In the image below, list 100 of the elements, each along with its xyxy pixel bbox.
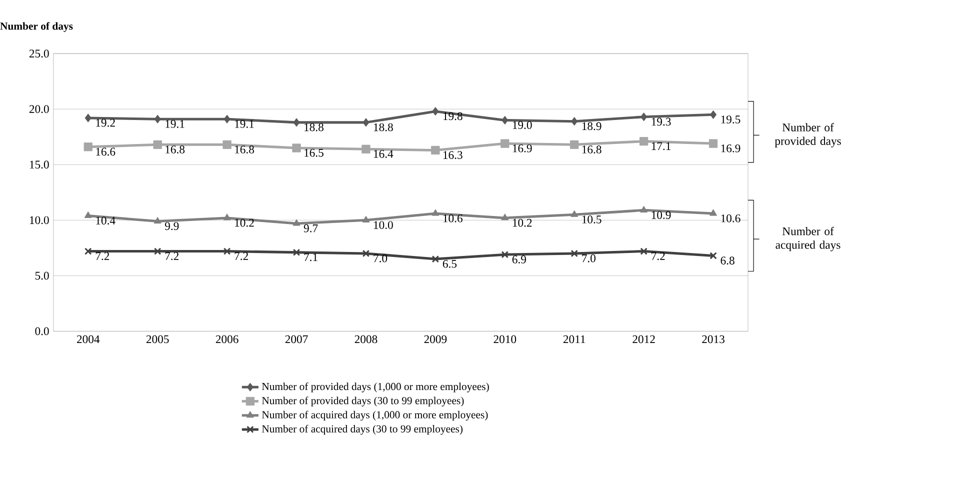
point <box>432 107 439 116</box>
point <box>362 118 370 127</box>
data-label: 18.8 <box>304 123 324 132</box>
legend-label: Number of acquired days (1,000 or more employees) <box>262 410 488 421</box>
data-label: 6.9 <box>512 256 526 264</box>
x-tick-label: 2010 <box>494 335 516 344</box>
point <box>222 140 232 149</box>
data-label: 6.5 <box>442 260 457 268</box>
x-tick-label: 2009 <box>424 335 447 344</box>
data-label: 7.0 <box>374 254 388 262</box>
point <box>293 118 300 127</box>
text: Number of provided days <box>774 123 841 148</box>
point <box>570 250 578 258</box>
data-label: 16.8 <box>166 146 185 154</box>
data-label: 16.5 <box>304 148 324 157</box>
x-tick-label: 2005 <box>146 335 169 344</box>
point <box>570 140 579 149</box>
data-label: 18.8 <box>374 123 393 132</box>
point <box>292 144 301 152</box>
point <box>431 146 440 155</box>
point <box>362 216 370 222</box>
x-tick-label: 2006 <box>216 335 238 344</box>
data-label: 16.3 <box>443 151 462 160</box>
data-label: 7.2 <box>96 252 110 260</box>
point <box>640 206 648 212</box>
point <box>84 114 92 122</box>
data-label: 10.5 <box>582 216 602 224</box>
point <box>154 248 162 255</box>
data-label: 16.4 <box>374 150 394 158</box>
point <box>292 248 300 256</box>
point <box>84 142 92 152</box>
point <box>362 144 370 154</box>
data-label: 16.6 <box>96 148 116 156</box>
point <box>153 140 162 149</box>
data-label: 9.7 <box>304 224 318 232</box>
data-label: 7.1 <box>304 253 318 262</box>
legend-label: Number of acquired days (30 to 99 employees) <box>262 424 463 435</box>
legend-label: Number of provided days (30 to 99 employees) <box>262 396 464 406</box>
data-label: 19.1 <box>166 120 184 128</box>
y-axis-title: Number of days <box>0 22 73 32</box>
point <box>500 139 510 148</box>
data-label: 16.9 <box>512 144 532 152</box>
point <box>710 209 718 216</box>
data-label: 6.8 <box>720 256 734 265</box>
data-label: 7.2 <box>652 252 665 260</box>
point <box>224 114 230 124</box>
y-tick-label: 5.0 <box>35 272 49 280</box>
point <box>292 219 300 226</box>
point <box>432 209 440 216</box>
point <box>154 114 161 124</box>
point <box>362 250 370 258</box>
data-label: 7.2 <box>234 252 248 260</box>
data-label: 16.8 <box>582 146 602 154</box>
point <box>223 214 231 220</box>
point <box>571 117 578 126</box>
data-label: 7.2 <box>165 252 179 260</box>
point <box>570 210 578 217</box>
point <box>501 250 509 258</box>
text: Number of acquired days <box>776 226 840 252</box>
x-tick-label: 2008 <box>354 335 378 344</box>
point <box>640 248 648 255</box>
point <box>710 110 717 119</box>
legend-label: Number of provided days (1,000 or more employees) <box>262 382 489 392</box>
point <box>84 211 92 218</box>
data-label: 19.5 <box>721 116 740 124</box>
x-tick-label: 2004 <box>77 335 100 344</box>
y-tick-label: 20.0 <box>29 105 49 114</box>
y-tick-label: 25.0 <box>29 50 49 58</box>
point <box>223 248 231 255</box>
y-tick-label: 10.0 <box>30 216 49 224</box>
x-tick-label: 2007 <box>285 335 308 344</box>
data-label: 19.3 <box>652 118 671 126</box>
data-label: 16.9 <box>721 144 740 152</box>
point <box>501 214 509 220</box>
data-label: 17.1 <box>652 142 671 150</box>
point <box>710 252 717 260</box>
data-label: 19.1 <box>235 120 254 128</box>
data-label: 10.6 <box>443 214 462 222</box>
data-label: 10.0 <box>374 221 393 229</box>
point <box>639 136 648 146</box>
data-label: 9.9 <box>164 222 179 230</box>
point <box>640 112 648 122</box>
x-tick-label: 2011 <box>563 335 586 344</box>
data-label: 10.2 <box>235 218 254 227</box>
data-label: 10.4 <box>96 216 116 225</box>
point <box>502 116 508 125</box>
point <box>154 216 162 224</box>
data-label: 16.8 <box>235 146 254 154</box>
data-label: 10.2 <box>512 218 532 227</box>
data-label: 7.0 <box>582 254 596 262</box>
data-label: 19.8 <box>443 112 462 120</box>
point <box>84 248 92 255</box>
point <box>708 139 718 148</box>
y-tick-label: 0.0 <box>35 327 49 336</box>
data-label: 19.0 <box>512 121 532 130</box>
data-label: 10.6 <box>721 214 740 222</box>
data-label: 10.9 <box>652 211 671 220</box>
data-label: 18.9 <box>582 122 602 130</box>
y-tick-label: 15.0 <box>30 160 49 169</box>
x-tick-label: 2013 <box>702 335 724 344</box>
